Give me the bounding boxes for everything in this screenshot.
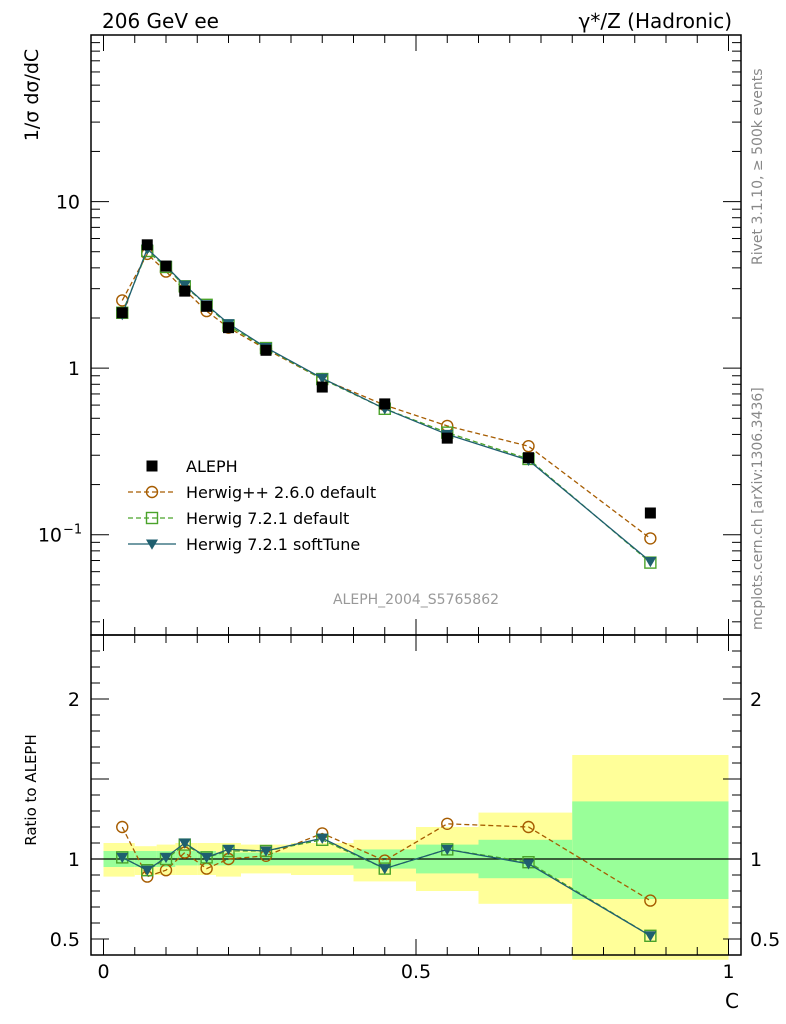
- main-ytick-label-exp: −1: [63, 523, 82, 538]
- series-line-herwig-7-2-1-default: [121, 249, 651, 564]
- legend-label-herwig-7-2-1-softtune: Herwig 7.2.1 softTune: [186, 535, 360, 554]
- legend-label-herwig-2-6-0-default: Herwig++ 2.6.0 default: [186, 483, 376, 502]
- x-tick-label: 0: [97, 961, 109, 983]
- ratio-plot-series: [116, 817, 657, 942]
- ratio-point-herwig-2-6-0-default: [441, 817, 454, 830]
- point-aleph: [179, 285, 191, 297]
- ratio-ytick-label-left: 1: [68, 849, 80, 871]
- left-title: 206 GeV ee: [102, 9, 219, 33]
- point-herwig-7-2-1-softtune: [316, 373, 329, 384]
- main-plot-series: [116, 239, 657, 569]
- legend-marker-herwig-2-6-0-default: [145, 485, 159, 499]
- point-aleph: [260, 344, 272, 356]
- legend-label-aleph: ALEPH: [186, 457, 238, 476]
- point-herwig-2-6-0-default: [522, 439, 535, 453]
- ratio-ytick-label-right: 2: [750, 689, 762, 711]
- legend: ALEPH Herwig++ 2.6.0 default Herwig 7.2.1 …: [128, 457, 376, 554]
- ratio-line-herwig-2-6-0-default: [121, 823, 651, 902]
- legend-marker-herwig-7-2-1-softtune: [145, 539, 159, 550]
- analysis-label: ALEPH_2004_S5765862: [333, 592, 499, 608]
- point-aleph: [441, 432, 453, 444]
- x-axis-label: C: [725, 989, 739, 1013]
- ratio-plot-axes: 2 2 1 1 0.5 0.5 0 0.5 1: [50, 634, 780, 983]
- ratio-point-herwig-7-2-1-softtune: [222, 844, 235, 856]
- mcplots-label: mcplots.cern.ch [arXiv:1306.3436]: [750, 387, 766, 630]
- ratio-line-herwig-7-2-1-softtune: [121, 837, 651, 937]
- main-ytick-label: 10: [56, 192, 80, 214]
- ratio-point-herwig-7-2-1-softtune: [644, 931, 657, 942]
- ratio-ytick-label-right: 1: [750, 849, 762, 871]
- right-title: γ*/Z (Hadronic): [579, 9, 732, 33]
- ratio-point-herwig-7-2-1-softtune: [441, 844, 454, 856]
- main-ytick-label: 1: [68, 358, 80, 380]
- ratio-ytick-label-left: 0.5: [50, 929, 80, 951]
- legend-label-herwig-7-2-1-default: Herwig 7.2.1 default: [186, 509, 349, 528]
- legend-marker-herwig-7-2-1-default: [145, 511, 159, 525]
- ratio-point-herwig-7-2-1-softtune: [316, 833, 329, 844]
- inner-band-11: [572, 801, 729, 899]
- x-tick-label: 1: [722, 961, 734, 983]
- legend-marker-aleph: [146, 460, 158, 472]
- point-aleph: [116, 307, 128, 319]
- point-aleph: [223, 322, 234, 334]
- point-aleph: [160, 260, 172, 272]
- ratio-point-herwig-2-6-0-default: [522, 820, 535, 834]
- main-ytick-label: 10: [38, 525, 62, 547]
- ratio-ytick-label-left: 2: [68, 689, 80, 711]
- point-aleph: [141, 239, 153, 251]
- point-herwig-2-6-0-default: [644, 532, 657, 545]
- ratio-point-herwig-7-2-1-softtune: [200, 852, 213, 864]
- x-tick-label: 0.5: [401, 961, 431, 983]
- main-ylabel: 1/σ dσ/dC: [21, 49, 43, 141]
- ratio-point-herwig-7-2-1-softtune: [141, 865, 154, 876]
- ratio-ylabel: Ratio to ALEPH: [22, 734, 40, 846]
- point-aleph: [201, 300, 213, 312]
- point-aleph: [523, 452, 534, 464]
- ratio-point-herwig-7-2-1-softtune: [259, 846, 273, 857]
- ratio-point-herwig-2-6-0-default: [116, 820, 129, 834]
- ratio-point-herwig-7-2-1-softtune: [116, 852, 129, 864]
- ratio-point-herwig-7-2-1-softtune: [378, 864, 391, 875]
- point-aleph: [316, 381, 328, 393]
- ratio-point-herwig-7-2-1-softtune: [178, 838, 191, 849]
- ratio-point-herwig-7-2-1-softtune: [522, 859, 535, 870]
- ratio-point-herwig-7-2-1-softtune: [159, 852, 173, 864]
- point-herwig-7-2-1-softtune: [644, 557, 657, 568]
- rivet-label: Rivet 3.1.10, ≥ 500k events: [750, 68, 766, 265]
- ratio-point-herwig-2-6-0-default: [644, 894, 657, 907]
- point-aleph: [379, 398, 391, 410]
- point-aleph: [644, 507, 656, 519]
- ratio-ytick-label-right: 0.5: [750, 929, 780, 951]
